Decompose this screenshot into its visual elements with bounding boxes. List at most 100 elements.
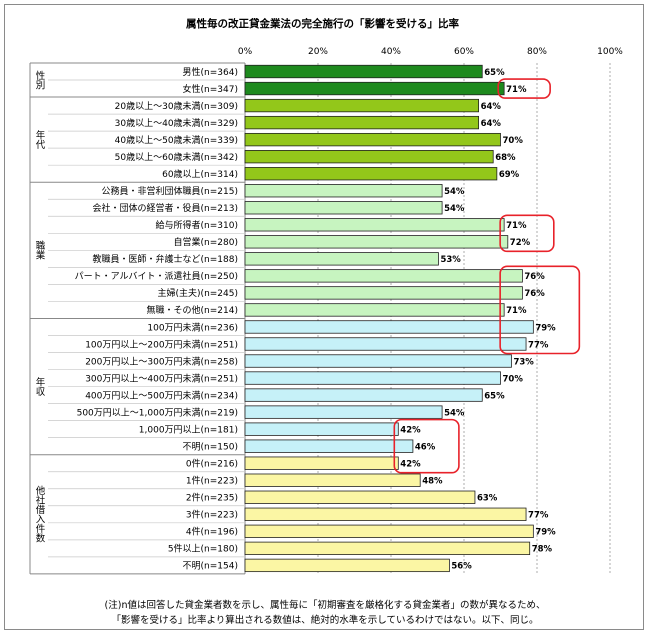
data-label: 70% [503, 374, 524, 384]
data-label: 71% [506, 306, 527, 316]
data-label: 54% [444, 187, 465, 197]
bar [244, 64, 483, 79]
category-label: 自営業(n=280) [174, 236, 238, 248]
data-label: 46% [415, 442, 436, 452]
category-label: 3件(n=223) [186, 509, 238, 521]
category-label: 不明(n=154) [183, 561, 238, 572]
bar [244, 456, 399, 470]
data-label: 42% [400, 425, 421, 435]
data-label: 54% [444, 204, 465, 214]
bar [244, 490, 476, 504]
data-label: 56% [451, 562, 472, 572]
data-label: 77% [528, 511, 549, 521]
data-label: 71% [506, 221, 527, 231]
category-label: 公務員・非営利団体職員(n=215) [102, 185, 238, 197]
category-label: 4件(n=196) [186, 526, 238, 538]
data-label: 76% [524, 272, 545, 282]
bar [244, 201, 443, 215]
footnote-line-2: 「影響を受ける」比率より算出される数値は、絶対的水準を示しているわけではない。以… [111, 615, 539, 626]
category-label: 5件以上(n=180) [168, 543, 238, 555]
data-label: 79% [535, 323, 556, 333]
category-label: 400万円以上～500万円未満(n=234) [85, 389, 238, 401]
category-label: 500万円以上～1,000万円未満(n=219) [77, 406, 238, 418]
data-label: 73% [513, 357, 534, 367]
category-label: 会社・団体の経営者・役員(n=213) [93, 202, 238, 214]
bar [244, 286, 523, 300]
data-label: 79% [535, 528, 556, 538]
group-label: 性別 [34, 70, 46, 91]
footnote-line-1: (注)n値は回答した貸金業者数を示し、属性毎に「初期審査を厳格化する貸金業者」の… [104, 600, 546, 611]
bar [244, 184, 443, 198]
bar [244, 422, 399, 436]
x-tick-label: 20% [308, 47, 328, 57]
bar [244, 558, 450, 573]
category-label: 300万円以上～400万円未満(n=251) [85, 372, 238, 384]
data-label: 65% [484, 68, 505, 78]
bar [244, 252, 439, 266]
bar [244, 524, 534, 538]
category-label: 教職員・医師・弁護士など(n=188) [93, 253, 238, 265]
category-label: 200万円以上～300万円未満(n=258) [85, 355, 238, 367]
category-label: 1件(n=223) [186, 475, 238, 487]
data-label: 77% [528, 340, 549, 350]
chart-title: 属性毎の改正貸金業法の完全施行の「影響を受ける」比率 [185, 17, 459, 30]
bar [244, 507, 527, 521]
highlight-box [497, 78, 551, 99]
bar [244, 132, 501, 147]
data-label: 68% [495, 153, 516, 163]
x-tick-label: 40% [381, 47, 401, 57]
category-label: 主婦(主夫)(n=245) [158, 287, 238, 299]
x-tick-label: 80% [527, 47, 547, 57]
bar [244, 541, 531, 556]
group-label: 他社借入件数 [34, 485, 46, 544]
category-label: 不明(n=150) [183, 441, 238, 452]
data-label: 54% [444, 408, 465, 418]
category-label: パート・アルバイト・派遣社員(n=250) [75, 270, 238, 282]
bar [244, 388, 483, 402]
data-label: 71% [506, 85, 527, 95]
group-label: 年収 [34, 376, 46, 397]
bar [244, 167, 498, 181]
category-label: 1,000万円以上(n=181) [139, 424, 238, 435]
bar [244, 150, 494, 164]
data-label: 48% [422, 477, 443, 487]
data-label: 63% [477, 494, 498, 504]
category-label: 100万円以上～200万円未満(n=251) [85, 338, 238, 350]
bar [244, 371, 501, 385]
bar [244, 473, 421, 487]
bar [244, 354, 512, 368]
group-label: 職業 [34, 241, 46, 261]
bar [244, 218, 505, 232]
bar [244, 337, 527, 351]
category-label: 0件(n=216) [186, 458, 238, 470]
category-label: 2件(n=235) [186, 492, 238, 504]
data-label: 64% [481, 119, 502, 129]
category-label: 20歳以上～30歳未満(n=309) [115, 100, 238, 112]
highlight-box [499, 214, 555, 253]
bar [244, 235, 509, 249]
data-label: 70% [503, 136, 524, 146]
highlight-box [393, 418, 460, 474]
data-label: 53% [440, 255, 461, 265]
category-label: 30歳以上～40歳未満(n=329) [115, 117, 238, 129]
data-label: 64% [481, 102, 502, 112]
category-label: 100万円未満(n=236) [147, 321, 238, 333]
bar [244, 405, 443, 419]
data-label: 69% [499, 170, 520, 180]
data-label: 72% [510, 238, 531, 248]
category-label: 女性(n=347) [183, 83, 238, 95]
data-label: 78% [532, 545, 553, 555]
category-label: 給与所得者(n=310) [156, 219, 238, 231]
category-label: 50歳以上～60歳未満(n=342) [115, 151, 238, 163]
category-label: 60歳以上(n=314) [162, 168, 238, 180]
category-label: 無職・その他(n=214) [147, 304, 238, 316]
bar [244, 81, 505, 96]
category-label: 男性(n=364) [183, 66, 238, 78]
category-label: 40歳以上～50歳未満(n=339) [115, 134, 238, 146]
x-tick-label: 0% [238, 47, 253, 57]
bar [244, 269, 523, 283]
highlight-box [499, 265, 581, 355]
bar [244, 439, 414, 453]
bar [244, 303, 505, 317]
